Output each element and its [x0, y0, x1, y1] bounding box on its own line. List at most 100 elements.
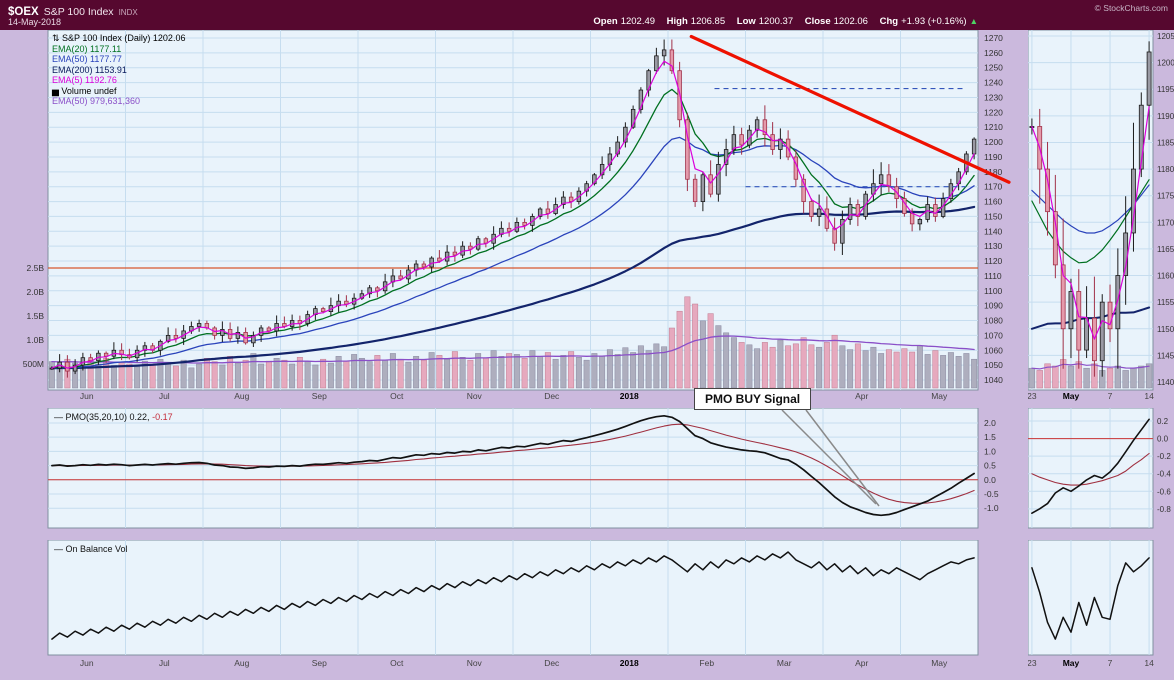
svg-text:1165: 1165 [1157, 245, 1174, 254]
svg-text:1160: 1160 [1157, 272, 1174, 281]
svg-text:0.5: 0.5 [984, 461, 996, 471]
svg-text:1205: 1205 [1157, 32, 1174, 41]
svg-text:Oct: Oct [390, 391, 404, 401]
svg-text:1195: 1195 [1157, 85, 1174, 94]
pmo-buy-signal-callout: PMO BUY Signal [694, 388, 812, 410]
svg-text:2018: 2018 [620, 391, 639, 401]
svg-text:1090: 1090 [984, 301, 1003, 311]
pmo-signal-value: -0.17 [152, 412, 173, 422]
legend-item: ⇅ S&P 100 Index (Daily) 1202.06 [52, 33, 186, 43]
close-value: 1202.06 [833, 16, 868, 27]
svg-text:2018: 2018 [620, 658, 639, 668]
svg-text:-0.8: -0.8 [1157, 505, 1171, 514]
pmo-legend: — PMO(35,20,10) 0.22, -0.17 [54, 412, 173, 423]
svg-text:0.2: 0.2 [1157, 417, 1169, 426]
open-label: Open [593, 16, 618, 27]
main-price-chart: 1040 1050 1060 1070 1080 1090 1100 1110 1120 1130… [23, 29, 1011, 401]
svg-text:14: 14 [1144, 658, 1154, 668]
svg-text:Apr: Apr [855, 391, 868, 401]
svg-text:Feb: Feb [699, 658, 714, 668]
svg-text:-0.6: -0.6 [1157, 487, 1171, 496]
obv-chart: Jun Jul Aug Sep Oct Nov Dec 2018 Feb Mar Apr May [47, 539, 979, 668]
obv-legend: — On Balance Vol [54, 544, 128, 555]
obv-panel: Jun Jul Aug Sep Oct Nov Dec 2018 Feb Mar Apr May — … [18, 539, 1018, 670]
svg-text:1150: 1150 [1157, 325, 1174, 334]
svg-text:-0.2: -0.2 [1157, 452, 1171, 461]
svg-text:1060: 1060 [984, 345, 1003, 355]
svg-text:2.5B: 2.5B [27, 263, 45, 273]
index-name: S&P 100 Index [43, 6, 114, 18]
svg-text:1.0B: 1.0B [27, 335, 45, 345]
obv-zoom-chart: 23 May 7 14 [1027, 539, 1154, 668]
svg-text:1110: 1110 [984, 271, 1002, 281]
svg-text:1170: 1170 [984, 182, 1003, 192]
svg-text:1250: 1250 [984, 63, 1003, 73]
svg-text:1.5: 1.5 [984, 432, 996, 442]
svg-text:7: 7 [1108, 391, 1113, 401]
zoom-price-chart: 1140 1145 1150 1155 1160 1165 1170 1175 1180 1185… [1027, 29, 1174, 401]
svg-text:1240: 1240 [984, 78, 1003, 88]
svg-text:1260: 1260 [984, 48, 1003, 58]
svg-text:Oct: Oct [390, 658, 404, 668]
svg-text:1140: 1140 [984, 226, 1003, 236]
svg-text:Nov: Nov [467, 658, 483, 668]
svg-text:1180: 1180 [984, 167, 1003, 177]
pmo-line-icon: — [54, 412, 63, 422]
copyright-link[interactable]: © StockCharts.com [1094, 3, 1168, 13]
high-label: High [666, 16, 688, 27]
legend-item: EMA(5) 1192.76 [52, 75, 117, 85]
svg-text:Dec: Dec [544, 658, 560, 668]
chg-value: +1.93 (+0.16%) [901, 16, 967, 27]
svg-text:1155: 1155 [1157, 298, 1174, 307]
high-value: 1206.85 [690, 16, 726, 27]
quote-strip: Open 1202.49 High 1206.85 Low 1200.37 Close… [584, 16, 978, 27]
svg-text:1200: 1200 [984, 137, 1003, 147]
ticker-row: $OEX S&P 100 Index INDX [8, 2, 138, 20]
legend-item: EMA(200) 1153.91 [52, 64, 127, 75]
svg-text:-0.4: -0.4 [1157, 470, 1171, 479]
obv-zoom-panel: 23 May 7 14 [1027, 539, 1174, 670]
svg-text:1.0: 1.0 [984, 446, 996, 456]
svg-text:Dec: Dec [544, 391, 560, 401]
svg-text:May: May [1063, 658, 1080, 668]
legend-item: EMA(50) 979,631,360 [52, 96, 141, 106]
svg-text:Nov: Nov [467, 391, 483, 401]
svg-text:1190: 1190 [1157, 112, 1174, 121]
pmo-chart: 2.0 1.5 1.0 0.5 0.0 -0.5 -1.0 [47, 407, 999, 529]
svg-text:May: May [931, 658, 948, 668]
svg-text:1170: 1170 [1157, 218, 1174, 227]
svg-text:23: 23 [1028, 391, 1037, 401]
svg-text:Apr: Apr [855, 658, 868, 668]
up-arrow-icon: ▲ [969, 16, 978, 26]
svg-text:1230: 1230 [984, 92, 1003, 102]
chg-label: Chg [879, 16, 899, 27]
svg-text:0.0: 0.0 [1157, 435, 1169, 444]
svg-text:Sep: Sep [312, 391, 327, 401]
legend-item: ▅ Volume undef [52, 85, 117, 96]
close-label: Close [804, 16, 831, 27]
svg-text:1140: 1140 [1157, 378, 1174, 387]
svg-text:Jun: Jun [80, 658, 94, 668]
svg-text:1040: 1040 [984, 375, 1003, 385]
svg-text:1100: 1100 [984, 286, 1003, 296]
svg-text:-0.5: -0.5 [984, 489, 999, 499]
svg-text:1150: 1150 [984, 211, 1003, 221]
pmo-panel: 2.0 1.5 1.0 0.5 0.0 -0.5 -1.0 — PMO(35,20,10) … [18, 407, 1018, 534]
legend-item: EMA(50) 1177.77 [52, 54, 122, 64]
svg-text:2.0: 2.0 [984, 418, 996, 428]
obv-legend-text: On Balance Vol [65, 544, 128, 554]
chart-date: 14-May-2018 [8, 17, 62, 27]
svg-text:1.5B: 1.5B [27, 311, 45, 321]
svg-text:1270: 1270 [984, 33, 1003, 43]
obv-line-icon: — [54, 544, 63, 554]
svg-text:23: 23 [1028, 658, 1037, 668]
main-chart-legend: ⇅ S&P 100 Index (Daily) 1202.06 EMA(20) 1… [52, 33, 185, 107]
pmo-zoom-chart: 0.2 0.0 -0.2 -0.4 -0.6 -0.8 [1027, 407, 1171, 529]
pmo-zoom-panel: 0.2 0.0 -0.2 -0.4 -0.6 -0.8 [1027, 407, 1174, 534]
svg-text:2.0B: 2.0B [27, 287, 45, 297]
svg-text:0.0: 0.0 [984, 475, 996, 485]
svg-text:1160: 1160 [984, 197, 1003, 207]
svg-text:1080: 1080 [984, 316, 1003, 326]
svg-text:1175: 1175 [1157, 192, 1174, 201]
low-value: 1200.37 [758, 16, 794, 27]
